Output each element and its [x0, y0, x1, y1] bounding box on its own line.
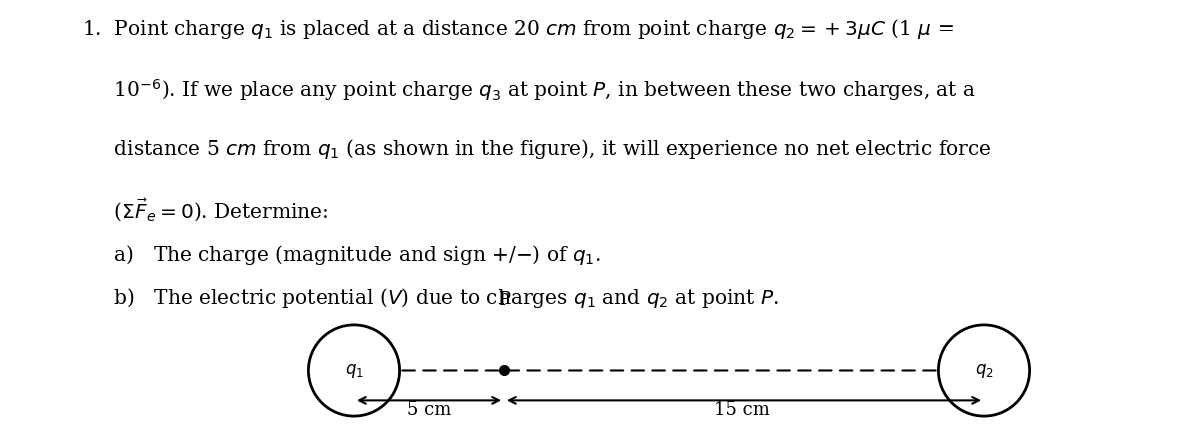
Text: a)   The charge (magnitude and sign +/$-$) of $q_1$.: a) The charge (magnitude and sign +/$-$)… — [82, 243, 600, 267]
Text: 5 cm: 5 cm — [408, 400, 451, 418]
Text: $q_2$: $q_2$ — [974, 362, 994, 380]
Text: b)   The electric potential ($V$) due to charges $q_1$ and $q_2$ at point $P$.: b) The electric potential ($V$) due to c… — [82, 285, 779, 309]
Text: 10$^{-6}$). If we place any point charge $q_3$ at point $P$, in between these tw: 10$^{-6}$). If we place any point charge… — [82, 77, 976, 103]
Text: 1.  Point charge $q_1$ is placed at a distance 20 $cm$ from point charge $q_2 = : 1. Point charge $q_1$ is placed at a dis… — [82, 17, 953, 41]
Text: ($\Sigma\vec{F}_e = 0$). Determine:: ($\Sigma\vec{F}_e = 0$). Determine: — [82, 196, 328, 223]
Text: $q_1$: $q_1$ — [344, 362, 364, 380]
Text: P: P — [498, 290, 510, 308]
Text: distance 5 $cm$ from $q_1$ (as shown in the figure), it will experience no net e: distance 5 $cm$ from $q_1$ (as shown in … — [82, 136, 991, 160]
Text: 15 cm: 15 cm — [714, 400, 769, 418]
